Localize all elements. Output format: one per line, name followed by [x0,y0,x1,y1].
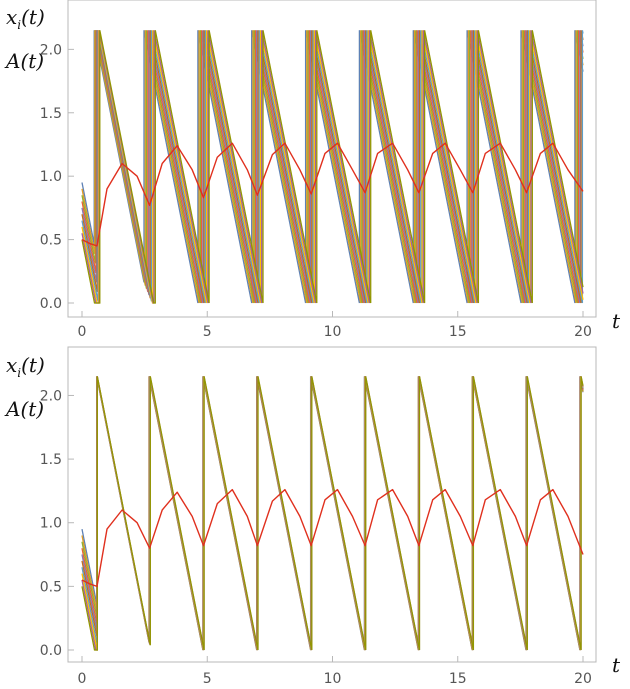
bottom-ticks-layer: 0.0 0.5 1.0 1.5 2.0 0 5 10 15 20 [40,388,592,687]
bottom-ylabel-a: A(t) [4,397,44,421]
top-ylabel-x-main: x [6,5,17,29]
top-oscillator-trace [81,30,584,304]
bottom-xtick-label: 20 [574,671,592,687]
top-xtick-label: 10 [324,324,342,340]
top-ylabel-x-arg: (t) [21,5,45,29]
top-xlabel: t [612,309,621,333]
top-ytick-label: 2.0 [40,42,62,58]
top-ylabel-x: xi(t) [6,5,45,32]
top-a-of-t-curve [81,142,584,247]
top-series-layer [81,30,584,304]
top-oscillator-trace [81,30,584,304]
bottom-a-of-t-curve [81,488,584,588]
bottom-oscillator-trace [81,376,584,651]
bottom-ylabel-x-arg: (t) [21,353,45,377]
bottom-xtick-label: 0 [78,671,87,687]
bottom-xlabel: t [612,653,621,677]
top-ylabel-a: A(t) [4,49,44,73]
top-ytick-label: 0.0 [40,296,62,312]
bottom-ylabel-x-sub: i [17,366,21,380]
bottom-series-layer [81,376,584,651]
bottom-xtick-label: 15 [449,671,467,687]
top-xtick-label: 15 [449,324,467,340]
bottom-plot-frame [67,346,597,663]
bottom-ytick-label: 1.5 [40,452,62,468]
top-oscillator-trace [81,30,584,304]
top-oscillator-trace [81,30,584,304]
top-ytick-label: 1.0 [40,169,62,185]
bottom-ytick-label: 2.0 [40,388,62,404]
top-xtick-label: 20 [574,324,592,340]
bottom-ylabel-x: xi(t) [6,353,45,380]
top-chart-panel: 0.0 0.5 1.0 1.5 2.0 0 5 10 15 20 xi(t) A(t) t [4,0,621,340]
bottom-xtick-label: 10 [324,671,342,687]
top-oscillator-trace [81,30,584,304]
top-oscillator-trace [81,30,584,304]
bottom-ytick-label: 1.0 [40,516,62,532]
top-ytick-label: 1.5 [40,106,62,122]
bottom-ytick-label: 0.0 [40,643,62,659]
bottom-ylabel-x-main: x [6,353,17,377]
top-ticks-layer: 0.0 0.5 1.0 1.5 2.0 0 5 10 15 20 [40,42,592,340]
bottom-xtick-label: 5 [203,671,212,687]
top-ytick-label: 0.5 [40,233,62,249]
bottom-chart-panel: 0.0 0.5 1.0 1.5 2.0 0 5 10 15 20 xi(t) A(t) t [4,346,621,687]
top-xtick-label: 0 [78,324,87,340]
top-xtick-label: 5 [203,324,212,340]
top-ylabel-x-sub: i [17,18,21,32]
top-oscillator-trace [81,30,584,304]
bottom-ytick-label: 0.5 [40,579,62,595]
